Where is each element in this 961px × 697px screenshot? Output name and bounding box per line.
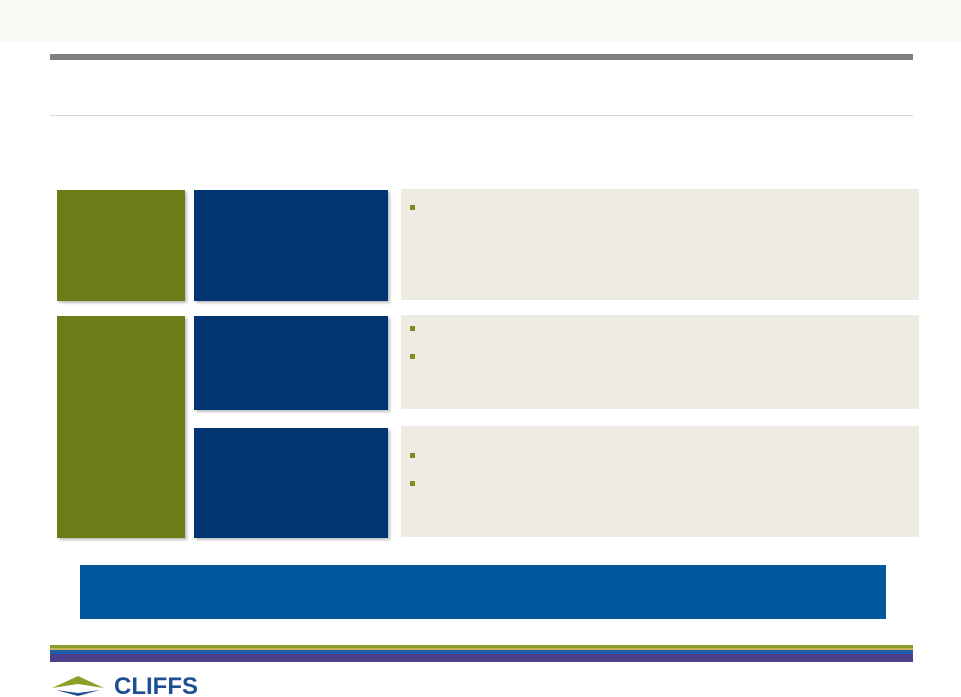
bullet xyxy=(410,326,415,331)
stripe xyxy=(50,645,913,648)
logo-mark xyxy=(52,676,104,688)
header-band xyxy=(0,0,961,42)
blue-block xyxy=(194,190,388,301)
bullet xyxy=(410,205,415,210)
stripe xyxy=(50,648,913,650)
footer-stripes xyxy=(50,645,913,662)
stripe xyxy=(50,650,913,654)
bullet xyxy=(410,354,415,359)
left-column xyxy=(57,190,185,538)
logo-mark xyxy=(56,690,100,696)
summary-banner xyxy=(80,565,886,619)
blue-block xyxy=(194,316,388,410)
subtitle-rule xyxy=(50,115,913,116)
bullet xyxy=(410,481,415,486)
logo-text: CLIFFS xyxy=(114,673,198,697)
middle-column xyxy=(194,190,388,538)
green-block xyxy=(57,316,185,538)
text-panel xyxy=(401,426,919,537)
green-block xyxy=(57,190,185,301)
title-rule xyxy=(50,54,913,60)
logo: CLIFFS xyxy=(52,673,198,697)
text-panel xyxy=(401,189,919,300)
text-panel xyxy=(401,315,919,409)
blue-block xyxy=(194,428,388,538)
right-column xyxy=(401,189,919,537)
bullet xyxy=(410,453,415,458)
stripe xyxy=(50,654,913,662)
